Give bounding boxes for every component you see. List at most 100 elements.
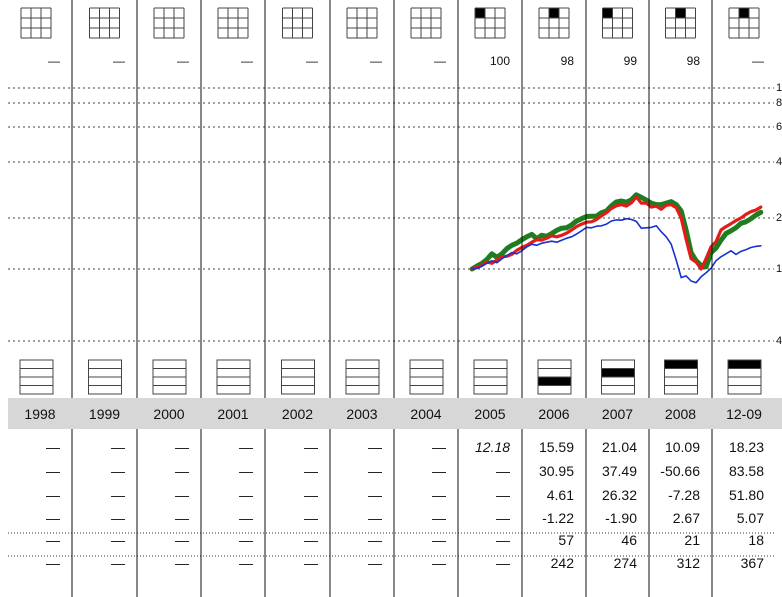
table-cell: 5.07 xyxy=(737,510,764,526)
year-label: 1999 xyxy=(89,406,120,422)
table-cell: — xyxy=(175,510,189,526)
table-cell: — xyxy=(368,463,382,479)
y-tick-label: 4 xyxy=(776,156,782,168)
table-cell: — xyxy=(111,487,125,503)
year-label: 2004 xyxy=(410,406,441,422)
year-header-row: 1998 1999 2000 2001 2002 2003 2004 2005 2006 2007… xyxy=(24,406,762,422)
style-box-value: — xyxy=(113,54,125,68)
table-cell: — xyxy=(239,555,253,571)
table-cell: -7.28 xyxy=(668,487,700,503)
year-label: 2006 xyxy=(538,406,569,422)
style-box xyxy=(410,7,442,39)
quartile-box xyxy=(152,359,187,395)
quartile-box xyxy=(88,359,122,395)
table-cell: — xyxy=(111,439,125,455)
quartile-box xyxy=(473,359,508,395)
table-cell: — xyxy=(432,463,446,479)
table-cell: 10.09 xyxy=(665,439,700,455)
table-cell: 21.04 xyxy=(602,439,637,455)
year-label: 1998 xyxy=(24,406,55,422)
style-box-value: — xyxy=(177,54,189,68)
table-cell: — xyxy=(432,510,446,526)
style-box xyxy=(538,7,570,39)
style-box-value: 98 xyxy=(561,54,575,68)
style-box-value: — xyxy=(241,54,253,68)
table-cell: — xyxy=(111,555,125,571)
table-cell: — xyxy=(46,532,60,548)
table-cell: 30.95 xyxy=(539,463,574,479)
y-tick-label: 4 xyxy=(776,335,782,347)
style-box-value: 99 xyxy=(624,54,638,68)
table-cell: 83.58 xyxy=(729,463,764,479)
table-cell: 367 xyxy=(741,555,765,571)
table-cell: — xyxy=(368,439,382,455)
quartile-marked-row xyxy=(664,360,698,369)
table-cell: — xyxy=(368,555,382,571)
table-cell: — xyxy=(175,555,189,571)
style-box-marked-cell xyxy=(549,8,559,18)
year-label: 2008 xyxy=(665,406,696,422)
table-cell: — xyxy=(46,510,60,526)
style-box-value: — xyxy=(48,54,60,68)
table-cell: — xyxy=(496,463,510,479)
table-cell: -1.22 xyxy=(542,510,574,526)
quartile-box xyxy=(19,359,54,395)
table-cell: 274 xyxy=(614,555,638,571)
style-box-value: 98 xyxy=(687,54,701,68)
year-label: 2000 xyxy=(153,406,184,422)
style-box xyxy=(728,7,760,39)
table-cell: — xyxy=(368,510,382,526)
style-box-marked-cell xyxy=(675,8,686,18)
table-cell: — xyxy=(239,510,253,526)
y-tick-label: 6 xyxy=(776,121,782,133)
table-cell: — xyxy=(304,463,318,479)
table-cell: 4.61 xyxy=(547,487,574,503)
table-cell: — xyxy=(496,510,510,526)
table-cell: — xyxy=(304,487,318,503)
table-cell: — xyxy=(175,487,189,503)
style-box-value: — xyxy=(370,54,382,68)
table-cell: — xyxy=(46,555,60,571)
quartile-box xyxy=(664,359,698,395)
table-cell: 12.18 xyxy=(475,439,510,455)
style-box xyxy=(217,7,249,39)
quartile-box xyxy=(537,359,572,395)
data-table: — — — — — — — 12.18 15.59 21.04 10.09 18.23 — — — — — — — —… xyxy=(8,439,776,571)
table-cell: — xyxy=(304,510,318,526)
series-line xyxy=(471,217,762,284)
style-box-row: — — — — — — — 100 98 99 98 — xyxy=(20,7,764,68)
year-label: 2007 xyxy=(602,406,633,422)
table-cell: 46 xyxy=(621,532,637,548)
table-cell: — xyxy=(304,439,318,455)
table-cell: — xyxy=(368,532,382,548)
style-box xyxy=(602,7,633,39)
table-cell: 242 xyxy=(551,555,575,571)
quartile-marked-row xyxy=(601,368,635,377)
year-label: 2005 xyxy=(474,406,505,422)
table-cell: 51.80 xyxy=(729,487,764,503)
quartile-box xyxy=(409,359,444,395)
table-cell: — xyxy=(304,532,318,548)
table-cell: — xyxy=(432,439,446,455)
growth-chart: 1 8 6 4 2 1 4 xyxy=(8,82,782,347)
table-cell: 57 xyxy=(558,532,574,548)
quartile-marked-row xyxy=(538,377,571,386)
table-cell: — xyxy=(175,532,189,548)
style-box xyxy=(282,7,313,39)
style-box-value: 100 xyxy=(490,54,510,68)
quartile-box xyxy=(345,359,380,395)
table-cell: — xyxy=(175,439,189,455)
column-dividers xyxy=(71,0,713,597)
year-label: 2002 xyxy=(282,406,313,422)
table-cell: — xyxy=(432,555,446,571)
table-cell: — xyxy=(46,439,60,455)
table-cell: 312 xyxy=(677,555,701,571)
table-cell: -50.66 xyxy=(660,463,700,479)
quartile-marked-row xyxy=(728,360,761,369)
quartile-box xyxy=(281,359,315,395)
table-cell: — xyxy=(432,532,446,548)
table-cell: 18.23 xyxy=(729,439,764,455)
table-cell: 18 xyxy=(748,532,764,548)
style-box xyxy=(346,7,378,39)
